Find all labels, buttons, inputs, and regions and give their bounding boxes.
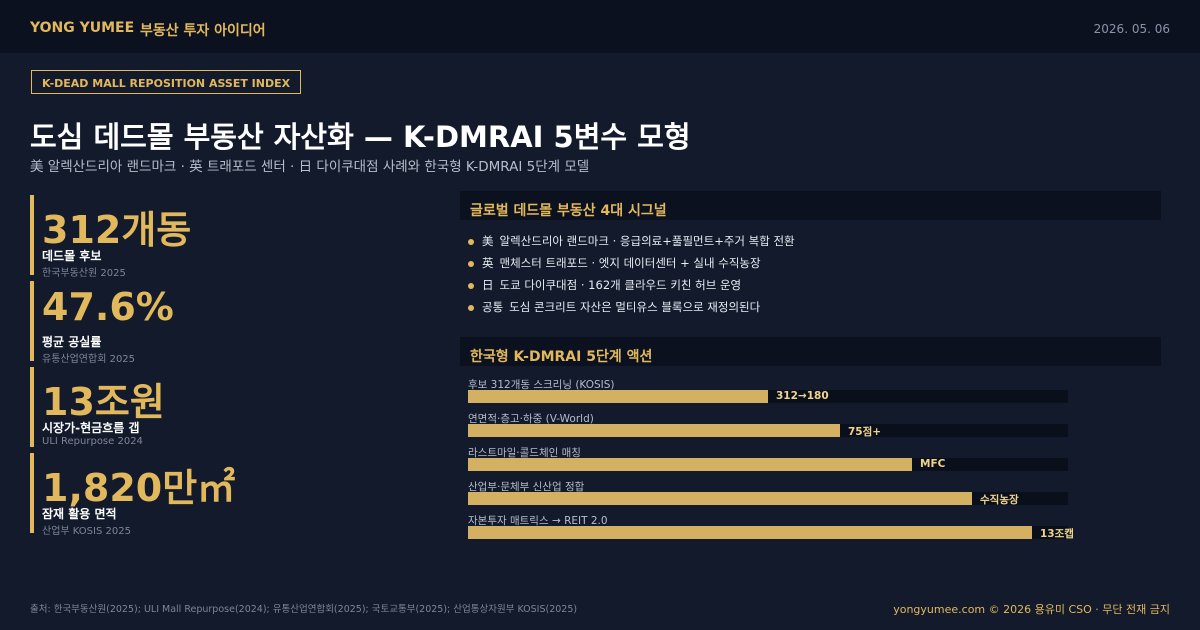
bar-track: 13조캡: [468, 526, 1074, 540]
tagline: 부동산 투자 아이디어: [140, 23, 266, 39]
top-bar: [0, 0, 1200, 53]
action-label: 자본투자 매트릭스 → REIT 2.0: [468, 515, 608, 527]
brand: YONG YUMEE: [30, 20, 135, 36]
credit: yongyumee.com © 2026 용유미 CSO · 무단 전재 금지: [893, 603, 1170, 616]
bullet: [468, 282, 474, 289]
signal-tag: 英: [482, 256, 494, 270]
signal-item: 공통 도심 콘크리트 자산은 멀티유스 블록으로 재정의된다: [468, 299, 760, 315]
stat-value: 312개동: [42, 208, 192, 252]
signal-text: 도쿄 다이쿠대점 · 162개 클라우드 키친 허브 운영: [499, 278, 742, 292]
action-label: 후보 312개동 스크리닝 (KOSIS): [468, 379, 615, 391]
stat-label: 데드몰 후보: [42, 249, 102, 263]
bar-value-label: MFC: [920, 458, 946, 470]
title: 도심 데드몰 부동산 자산화 — K-DMRAI 5변수 모형: [30, 120, 691, 154]
separator: ·: [126, 20, 131, 36]
section-header: 글로벌 데드몰 부동산 4대 시그널: [460, 191, 1161, 220]
bullet: [468, 238, 474, 245]
progress-bar: [468, 424, 840, 437]
stat-label: 시장가-현금흐름 갭: [42, 421, 140, 435]
bar-track: 312→180: [468, 390, 1068, 403]
signal-item: 英 맨체스터 트래포드 · 엣지 데이터센터 + 실내 수직농장: [468, 255, 761, 271]
signal-tag: 美: [482, 234, 494, 248]
signal-text: 알렉산드리아 랜드마크 · 응급의료+풀필먼트+주거 복합 전환: [499, 234, 795, 248]
progress-bar: [468, 526, 1032, 539]
stat-source: 유통산업연합회 2025: [42, 354, 136, 365]
action-label: 산업부·문체부 신산업 정합: [468, 481, 585, 493]
signal-tag: 공통: [482, 300, 504, 314]
section-title: 한국형 K-DMRAI 5단계 액션: [470, 349, 653, 365]
bar-value-label: 312→180: [776, 390, 829, 402]
signal-text: 도심 콘크리트 자산은 멀티유스 블록으로 재정의된다: [509, 300, 761, 314]
subtitle: 美 알렉산드리아 랜드마크 · 英 트래포드 센터 · 日 다이쿠대점 사례와 …: [30, 159, 590, 175]
stat-label: 평균 공실률: [42, 335, 102, 349]
progress-bar: [468, 390, 768, 403]
bar-track: 75점+: [468, 424, 1068, 438]
signal-item: 日 도쿄 다이쿠대점 · 162개 클라우드 키친 허브 운영: [468, 277, 741, 293]
bar-track: 수직농장: [468, 492, 1068, 506]
stat-card: 13조원 시장가-현금흐름 갭 ULI Repurpose 2024: [30, 367, 414, 447]
section-title: 글로벌 데드몰 부동산 4대 시그널: [470, 203, 667, 219]
stat-label: 잠재 활용 면적: [42, 507, 117, 521]
signal-item: 美 알렉산드리아 랜드마크 · 응급의료+풀필먼트+주거 복합 전환: [468, 233, 795, 249]
action-label: 라스트마일·콜드체인 매칭: [468, 447, 581, 459]
bullet: [468, 260, 474, 267]
stat-source: ULI Repurpose 2024: [42, 436, 143, 447]
stat-source: 한국부동산원 2025: [42, 268, 126, 279]
badge: K-DEAD MALL REPOSITION ASSET INDEX: [31, 70, 302, 94]
stat-source: 산업부 KOSIS 2025: [42, 526, 131, 537]
bar-value-label: 수직농장: [980, 494, 1019, 506]
action-label: 연면적·층고·하중 (V-World): [468, 413, 594, 425]
bar-value-label: 13조캡: [1040, 528, 1074, 540]
progress-bar: [468, 492, 972, 505]
bar-track: MFC: [468, 458, 1068, 471]
section-header: 한국형 K-DMRAI 5단계 액션: [460, 337, 1161, 366]
signal-text: 맨체스터 트래포드 · 엣지 데이터센터 + 실내 수직농장: [499, 256, 761, 270]
progress-bar: [468, 458, 912, 471]
stat-value: 47.6%: [42, 285, 174, 329]
stat-value: 13조원: [42, 380, 165, 424]
bar-value-label: 75점+: [848, 426, 882, 438]
signal-tag: 日: [482, 278, 494, 292]
stat-value: 1,820만㎡: [42, 466, 236, 510]
date: 2026. 05. 06: [1093, 22, 1170, 36]
sources: 출처: 한국부동산원(2025); ULI Mall Repurpose(202…: [30, 604, 578, 615]
bullet: [468, 304, 474, 311]
